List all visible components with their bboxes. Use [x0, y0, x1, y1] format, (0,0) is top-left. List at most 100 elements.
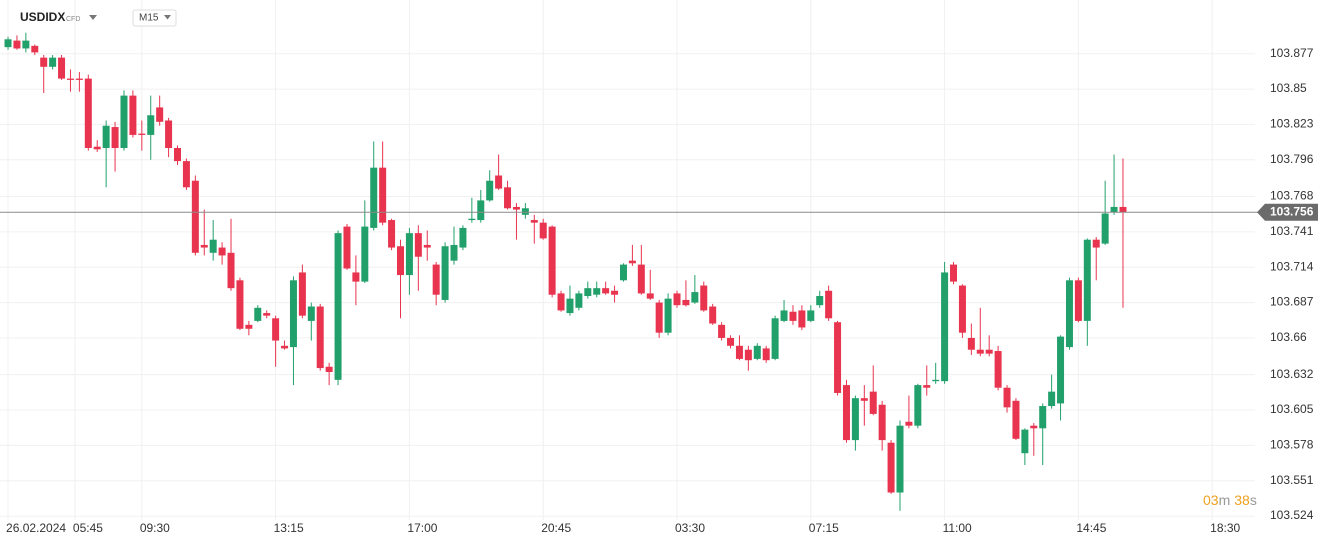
candle-body	[468, 218, 476, 221]
candle-body	[709, 306, 717, 324]
candle-body	[762, 348, 770, 361]
candle-body	[967, 337, 975, 350]
candle-body	[1074, 280, 1082, 321]
candle-body	[13, 40, 21, 49]
candle-body	[816, 296, 824, 306]
candle-body	[1003, 387, 1011, 408]
candle-body	[49, 57, 57, 67]
candle-body	[718, 324, 726, 338]
candle-body	[298, 272, 306, 316]
countdown-s: s	[1250, 492, 1257, 508]
candle-body	[1057, 336, 1065, 404]
timeframe[interactable]: M15	[139, 13, 159, 24]
candle-body	[281, 345, 289, 349]
candle-body	[530, 220, 538, 223]
candle-body	[932, 379, 940, 382]
x-tick-label: 03:30	[675, 521, 705, 535]
candle-body	[307, 306, 315, 321]
y-tick-label: 103.578	[1270, 438, 1314, 452]
y-tick-label: 103.632	[1270, 367, 1314, 381]
candle-body	[780, 310, 788, 321]
candle-body	[236, 280, 244, 329]
candle-body	[450, 244, 458, 261]
candle-body	[379, 167, 387, 223]
candle-body	[495, 175, 503, 189]
candle-body	[1021, 429, 1029, 454]
candle-body	[807, 310, 815, 321]
candle-body	[637, 264, 645, 294]
candle-body	[370, 167, 378, 228]
candle-body	[646, 293, 654, 299]
candle-body	[673, 293, 681, 306]
candle-body	[735, 345, 743, 359]
candle-body	[325, 366, 333, 372]
candle-body	[58, 57, 66, 79]
y-tick-label: 103.524	[1270, 508, 1314, 522]
candle-body	[120, 95, 128, 149]
candle-body	[504, 187, 512, 209]
candle-body	[798, 310, 806, 328]
symbol-dropdown[interactable]	[89, 15, 97, 20]
candle-body	[361, 226, 369, 282]
candle-body	[887, 442, 895, 493]
candle-body	[1092, 239, 1100, 248]
candle-body	[1030, 425, 1038, 429]
candle-body	[655, 302, 663, 333]
candle-body	[941, 272, 949, 382]
candle-body	[566, 298, 574, 314]
candle-body	[111, 127, 119, 149]
candle-body	[486, 180, 494, 201]
candle-body	[1039, 406, 1047, 429]
header: USDIDX CFD M15	[20, 9, 177, 27]
candle-body	[851, 398, 859, 441]
candle-body	[923, 385, 931, 388]
candle-body	[753, 345, 761, 359]
candle-body	[584, 288, 592, 297]
symbol[interactable]: USDIDX	[20, 10, 65, 24]
candle-body	[1101, 213, 1109, 244]
candle-body	[834, 322, 842, 393]
candle-body	[22, 40, 30, 49]
candle-body	[388, 220, 396, 248]
candle-body	[976, 349, 984, 354]
candle-body	[905, 421, 913, 426]
candle-body	[611, 290, 619, 295]
countdown-minutes: 03	[1203, 492, 1219, 508]
candle-body	[869, 391, 877, 414]
countdown-m: m	[1219, 492, 1231, 508]
candle-body	[40, 57, 48, 67]
candle-body	[593, 288, 601, 295]
x-tick-label: 20:45	[541, 521, 571, 535]
candle-body	[1065, 280, 1073, 348]
candle-body	[548, 226, 556, 295]
candle-body	[352, 272, 360, 282]
candle-body	[1119, 206, 1127, 213]
candle-body	[619, 264, 627, 281]
candle-body	[218, 247, 226, 256]
timeframe-dropdown[interactable]	[164, 15, 171, 20]
candle-body	[245, 324, 253, 329]
timeframe-box[interactable]	[132, 9, 177, 27]
y-tick-label: 103.85	[1270, 81, 1307, 95]
candle-body	[272, 318, 280, 341]
candle-body	[842, 385, 850, 441]
candle-body	[700, 285, 708, 311]
candle-body	[129, 95, 137, 135]
x-tick-label: 05:45	[73, 521, 103, 535]
candle-body	[628, 260, 636, 264]
x-tick-label: 07:15	[809, 521, 839, 535]
candles	[4, 32, 1127, 511]
candle-body	[263, 313, 271, 316]
x-tick-label: 17:00	[407, 521, 437, 535]
candle-body	[477, 200, 485, 221]
candle-body	[316, 306, 324, 369]
candle-body	[575, 293, 583, 308]
candle-body	[66, 78, 74, 80]
y-tick-label: 103.796	[1270, 152, 1314, 166]
candle-body	[950, 264, 958, 282]
x-tick-label: 26.02.2024	[6, 521, 66, 535]
last-price-badge	[1257, 203, 1318, 221]
candle-body	[405, 233, 413, 276]
candle-body	[512, 206, 520, 210]
